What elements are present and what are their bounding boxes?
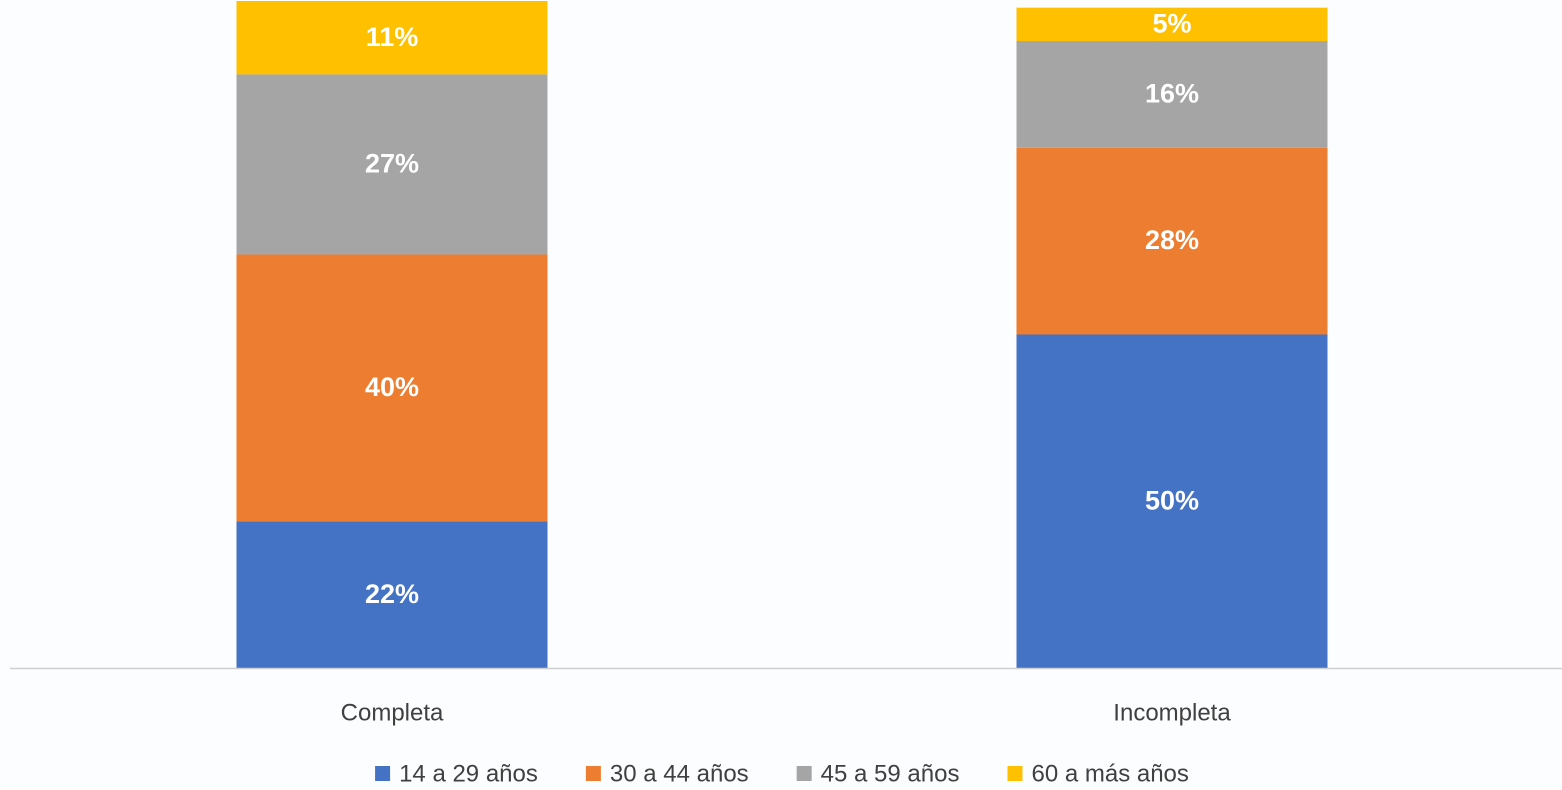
legend-label: 45 a 59 años (821, 760, 960, 787)
data-label: 50% (1145, 485, 1199, 515)
data-label: 5% (1152, 8, 1191, 38)
legend-swatch (1007, 766, 1023, 781)
bar-segment (236, 254, 548, 522)
x-tick-label: Incompleta (1113, 699, 1231, 726)
legend-label: 30 a 44 años (610, 760, 749, 787)
legend-label: 14 a 29 años (399, 760, 538, 787)
bar-segment (1016, 147, 1328, 335)
data-label: 40% (365, 372, 419, 402)
bar-segment (1016, 41, 1328, 148)
data-label: 22% (365, 579, 419, 609)
data-label: 28% (1145, 225, 1199, 255)
data-label: 11% (366, 22, 419, 52)
x-tick-label: Completa (341, 699, 444, 726)
bar-segment (1016, 334, 1328, 668)
data-label: 16% (1145, 79, 1199, 109)
bar-segment (236, 521, 548, 668)
bar-segment (1016, 7, 1328, 42)
legend-swatch (796, 766, 812, 781)
bar-segment (236, 74, 548, 255)
data-label: 27% (365, 149, 419, 179)
legend-swatch (375, 766, 391, 781)
legend-swatch (585, 766, 601, 781)
legend-label: 60 a más años (1031, 760, 1188, 787)
bar-segment (236, 1, 548, 75)
